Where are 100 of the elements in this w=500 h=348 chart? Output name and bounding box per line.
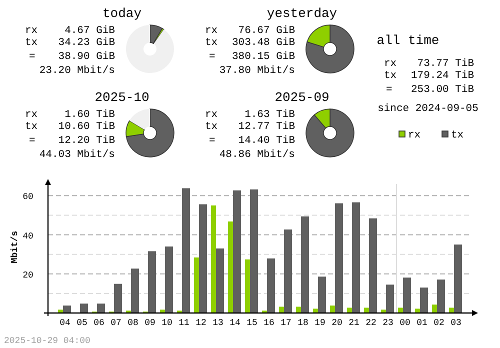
chart-title: 2025-09 [274, 90, 330, 105]
donut-slice [126, 25, 174, 73]
bar [347, 308, 352, 313]
bar [80, 304, 88, 313]
y-axis-title: Mbit/s [10, 230, 20, 264]
text: rx [384, 58, 397, 70]
text: tx [384, 70, 397, 82]
text: 37.80 Mbit/s [219, 65, 295, 77]
donut-slice [129, 109, 150, 130]
text: rx [205, 25, 218, 37]
bar [381, 310, 386, 313]
x-tick-label: 23 [382, 318, 394, 328]
text: 12.77 TiB [238, 121, 295, 133]
x-tick-label: 19 [314, 318, 326, 328]
bar [403, 278, 411, 313]
bar [454, 244, 462, 313]
text: 76.67 GiB [238, 25, 295, 37]
chart-title: today [102, 6, 142, 21]
text: rx [205, 109, 218, 121]
bar [245, 259, 250, 313]
bar [313, 308, 318, 313]
text: = [29, 135, 36, 147]
text: 253.00 TiB [410, 84, 474, 96]
text: 10.60 TiB [58, 121, 115, 133]
text: all time [376, 33, 440, 48]
x-tick-label: 21 [348, 318, 360, 328]
text: tx [205, 37, 218, 49]
text: tx [25, 37, 38, 49]
bar [131, 268, 139, 313]
chart-title: 2025-10 [94, 90, 150, 105]
text: 73.77 TiB [417, 58, 474, 70]
x-tick-label: 16 [264, 318, 274, 328]
text: = [29, 51, 36, 63]
bar [194, 257, 199, 313]
bar [58, 310, 63, 313]
bar [148, 251, 156, 313]
text: rx [25, 109, 38, 121]
x-tick-label: 12 [196, 318, 206, 328]
text: 2025-10-29 04:00 [4, 336, 90, 346]
x-tick-label: 03 [450, 318, 462, 328]
bar [437, 280, 445, 313]
bar [267, 258, 275, 313]
donut-slice [126, 108, 174, 158]
bar [216, 248, 224, 313]
x-tick-label: 10 [162, 318, 172, 328]
bar [415, 308, 420, 313]
text: since 2024-09-05 [378, 103, 478, 115]
x-tick-label: 08 [128, 318, 138, 328]
text: 23.20 Mbit/s [39, 65, 115, 77]
bar [182, 188, 190, 313]
bar [199, 204, 207, 313]
text: = [209, 51, 216, 63]
bar [228, 221, 233, 313]
bar [160, 310, 165, 313]
text: 4.67 GiB [64, 25, 115, 37]
x-tick-label: 07 [110, 318, 122, 328]
bar [364, 308, 369, 313]
legend-label: rx [408, 130, 421, 142]
x-tick-label: 01 [416, 318, 428, 328]
x-tick-label: 05 [76, 318, 88, 328]
text: 48.86 Mbit/s [219, 149, 295, 161]
text: tx [25, 121, 38, 133]
bar [63, 306, 71, 313]
text: 303.48 GiB [232, 37, 295, 49]
bar [233, 190, 241, 313]
text: = [209, 135, 216, 147]
text: 12.20 TiB [58, 135, 115, 147]
text: 34.23 GiB [58, 37, 115, 49]
x-tick-label: 02 [434, 318, 444, 328]
bar [449, 308, 454, 313]
x-tick-label: 06 [94, 318, 104, 328]
text: 1.60 TiB [64, 109, 115, 121]
bar [369, 218, 377, 313]
text: 1.63 TiB [244, 109, 295, 121]
chart-title: yesterday [266, 6, 338, 21]
text: 14.40 TiB [238, 135, 295, 147]
x-tick-label: 17 [280, 318, 292, 328]
bar [97, 304, 105, 313]
y-tick-label: 20 [22, 270, 34, 280]
bar [296, 306, 301, 313]
x-tick-label: 09 [144, 318, 156, 328]
text: tx [205, 121, 218, 133]
bar [279, 306, 284, 313]
donut-slice [306, 108, 354, 158]
bar [352, 202, 360, 313]
text: 38.90 GiB [58, 51, 115, 63]
bar [318, 276, 326, 313]
bar [335, 203, 343, 313]
x-tick-label: 11 [178, 318, 190, 328]
bar [301, 216, 309, 313]
legend-label: tx [451, 130, 464, 142]
bar [420, 288, 428, 313]
x-tick-label: 18 [298, 318, 308, 328]
x-tick-label: 13 [212, 318, 224, 328]
bar [211, 205, 216, 313]
x-tick-label: 22 [366, 318, 376, 328]
text: = [386, 84, 392, 96]
bar [114, 284, 122, 313]
bar [398, 308, 403, 313]
text: 179.24 TiB [410, 70, 474, 82]
